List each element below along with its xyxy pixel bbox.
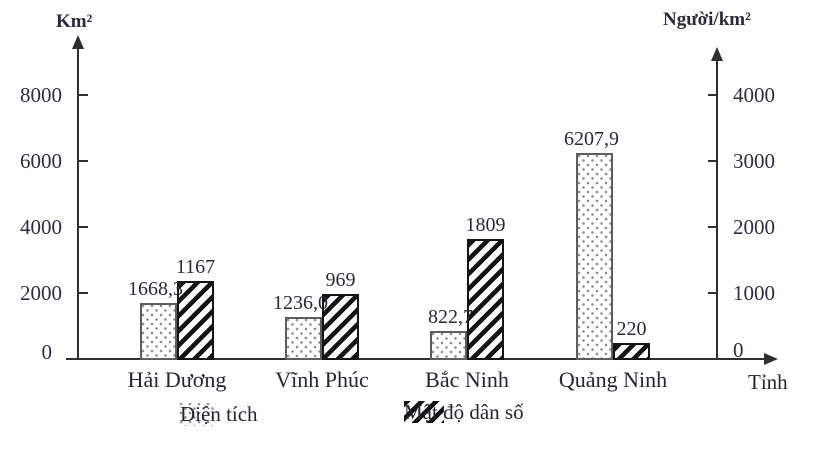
- left-axis-title: Km²: [56, 11, 93, 32]
- category-label: Hải Dương: [127, 367, 227, 392]
- left-axis-tick: [79, 292, 88, 294]
- left-axis-tick-label: 4000: [20, 215, 62, 239]
- area-value-label: 1236,0: [273, 292, 328, 315]
- density-bar: [613, 343, 650, 360]
- left-axis-tick-label: 0: [41, 340, 53, 364]
- right-axis-tick-label: 0: [733, 338, 744, 362]
- right-axis-tick-label: 4000: [733, 83, 775, 107]
- area-bar: [140, 302, 177, 360]
- right-axis-tick-label: 2000: [733, 215, 775, 239]
- area-bar: [285, 317, 322, 360]
- legend-label-density: Mật độ dân số: [404, 400, 524, 424]
- area-bar: [430, 330, 467, 360]
- category-label: Vĩnh Phúc: [275, 367, 369, 392]
- category-label: Bắc Ninh: [425, 367, 509, 392]
- right-y-axis-line: [716, 56, 718, 360]
- right-axis-tick-label: 3000: [733, 149, 775, 173]
- right-axis-tick-label: 1000: [733, 281, 775, 305]
- density-bar: [322, 294, 359, 360]
- x-axis-arrowhead-icon: [764, 353, 778, 365]
- dotted-pattern-swatch: [180, 402, 216, 426]
- left-y-axis-arrowhead-icon: [72, 35, 84, 49]
- density-value-label: 969: [325, 269, 356, 292]
- right-axis-tick: [708, 226, 717, 228]
- left-axis-tick: [79, 226, 88, 228]
- right-axis-tick: [708, 160, 717, 162]
- density-bar: [177, 280, 214, 360]
- area-value-label: 822,7: [428, 305, 473, 328]
- x-axis-line: [66, 358, 766, 360]
- category-label: Quảng Ninh: [558, 367, 668, 392]
- left-y-axis-line: [77, 44, 79, 360]
- left-axis-tick: [79, 160, 88, 162]
- x-axis-title: Tỉnh: [748, 370, 788, 394]
- area-value-label: 6207,9: [564, 128, 619, 151]
- density-value-label: 220: [616, 318, 647, 341]
- hatch-pattern-swatch: [404, 401, 444, 423]
- area-bar: [576, 153, 613, 360]
- density-value-label: 1809: [465, 213, 506, 236]
- legend-label-area: Diện tích: [180, 402, 258, 426]
- left-axis-tick-label: 6000: [20, 149, 62, 173]
- right-axis-tick: [708, 292, 717, 294]
- area-value-label: 1668,3: [128, 277, 183, 300]
- density-bar: [467, 238, 504, 360]
- right-y-axis-arrowhead-icon: [711, 47, 723, 61]
- density-value-label: 1167: [175, 255, 216, 278]
- left-axis-tick: [79, 94, 88, 96]
- left-axis-tick-label: 2000: [20, 281, 62, 305]
- right-axis-title: Người/km²: [663, 9, 751, 30]
- left-axis-tick-label: 8000: [20, 83, 62, 107]
- right-axis-tick: [708, 94, 717, 96]
